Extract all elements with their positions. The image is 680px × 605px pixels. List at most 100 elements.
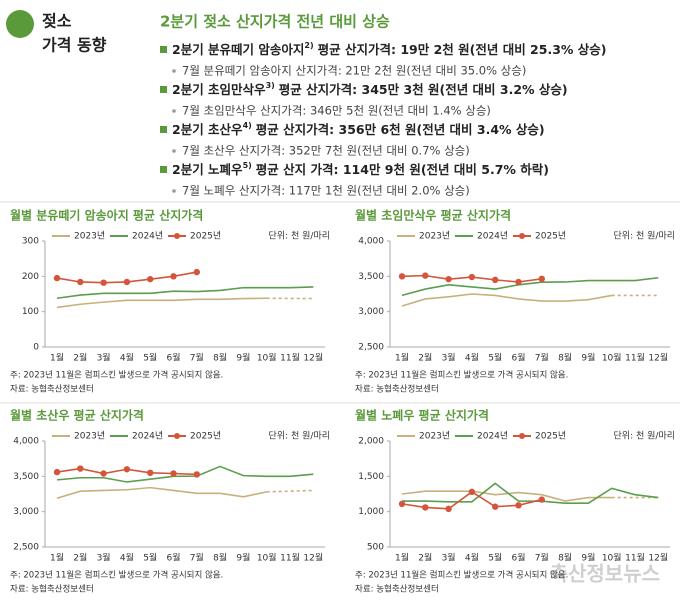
x-tick-label: 11월 <box>625 552 645 564</box>
x-tick-label: 5월 <box>143 552 157 564</box>
x-tick-label: 10월 <box>257 352 277 364</box>
legend-marker <box>174 233 180 239</box>
series-marker <box>538 275 545 283</box>
y-tick-label: 3,500 <box>13 472 39 482</box>
y-tick-label: 2,000 <box>358 437 384 447</box>
x-tick-label: 8월 <box>213 552 227 564</box>
x-tick-label: 11월 <box>625 352 645 364</box>
x-tick-label: 1월 <box>395 352 409 364</box>
series-marker <box>53 274 61 282</box>
series-marker <box>123 278 131 286</box>
x-tick-label: 2월 <box>73 552 87 564</box>
bullet-sup: 2) <box>304 41 313 50</box>
y-tick-label: 4,000 <box>13 437 39 447</box>
series-marker <box>147 469 154 476</box>
x-tick-label: 5월 <box>488 352 502 364</box>
section-title: 젖소 <box>42 12 72 31</box>
x-tick-label: 9월 <box>236 552 250 564</box>
series-marker <box>100 470 107 477</box>
x-tick-label: 11월 <box>280 352 300 364</box>
x-tick-label: 12월 <box>303 352 323 364</box>
y-tick-label: 4,000 <box>358 237 384 247</box>
x-tick-label: 9월 <box>581 352 595 364</box>
x-tick-label: 11월 <box>280 552 300 564</box>
x-tick-label: 1월 <box>50 552 64 564</box>
series-marker <box>123 466 131 473</box>
sub-dot <box>172 149 176 153</box>
x-tick-label: 10월 <box>602 552 622 564</box>
bullet-text: 2분기 초임만삭우 <box>172 82 266 97</box>
legend-marker <box>519 233 525 239</box>
section-icon <box>6 10 34 38</box>
x-tick-label: 7월 <box>535 552 549 564</box>
series-line <box>56 286 314 300</box>
series-marker <box>170 273 177 280</box>
x-tick-label: 6월 <box>166 552 180 564</box>
unit-label: 단위: 천 원/마리 <box>614 431 675 442</box>
x-tick-label: 7월 <box>535 352 549 364</box>
bullet-sup: 4) <box>243 121 252 130</box>
series-marker <box>422 272 429 279</box>
bullet-sup: 3) <box>266 81 275 90</box>
x-tick-label: 4월 <box>465 552 479 564</box>
bullet-text: 평균 산지가격: 356만 6천 원(전년 대비 3.4% 상승) <box>256 122 545 137</box>
legend-label: 2024년 <box>477 231 508 242</box>
legend-label: 2023년 <box>419 231 450 242</box>
bullet-text: 2분기 분유떼기 암송아지 <box>172 42 304 57</box>
x-tick-label: 9월 <box>236 352 250 364</box>
bullet-sub: 7월 노폐우 산지가격: 117만 1천 원(전년 대비 2.0% 상승) <box>182 184 470 198</box>
series-line <box>56 465 314 483</box>
x-tick-label: 12월 <box>303 552 323 564</box>
x-tick-label: 4월 <box>120 552 134 564</box>
x-tick-label: 2월 <box>73 352 87 364</box>
x-tick-label: 10월 <box>257 552 277 564</box>
legend-label: 2025년 <box>535 231 566 242</box>
series-line <box>401 276 659 297</box>
x-tick-label: 7월 <box>190 352 204 364</box>
x-tick-label: 6월 <box>166 352 180 364</box>
series-marker <box>445 505 452 513</box>
x-tick-label: 5월 <box>488 552 502 564</box>
x-tick-label: 4월 <box>465 352 479 364</box>
chart-source: 자료: 농협축산정보센터 <box>355 584 439 595</box>
series-marker <box>170 470 177 477</box>
x-tick-label: 10월 <box>602 352 622 364</box>
x-tick-label: 3월 <box>442 552 456 564</box>
x-tick-label: 12월 <box>648 352 668 364</box>
y-tick-label: 3,000 <box>358 307 384 317</box>
bullet-main: 2분기 초임만삭우3) 평균 산지가격: 345만 3천 원(전년 대비 3.2%… <box>172 81 568 97</box>
unit-label: 단위: 천 원/마리 <box>269 231 330 242</box>
bullet-text: 2분기 노폐우 <box>172 162 243 177</box>
x-tick-label: 8월 <box>213 352 227 364</box>
x-tick-label: 12월 <box>648 552 668 564</box>
series-marker <box>515 278 522 286</box>
legend-label: 2024년 <box>477 431 508 442</box>
x-tick-label: 1월 <box>395 552 409 564</box>
x-tick-label: 2월 <box>418 552 432 564</box>
y-tick-label: 2,500 <box>358 343 384 353</box>
x-tick-label: 4월 <box>120 352 134 364</box>
bullet-square <box>160 86 167 93</box>
series-line <box>56 297 267 309</box>
unit-label: 단위: 천 원/마리 <box>614 231 675 242</box>
chart-title: 월별 초산우 평균 산지가격 <box>10 408 144 423</box>
series-marker <box>445 275 452 283</box>
series-marker <box>492 276 499 284</box>
bullet-text: 평균 산지 가격: 114만 9천 원(전년 대비 5.7% 하락) <box>256 162 549 177</box>
sub-dot <box>172 69 176 73</box>
series-marker <box>77 278 84 286</box>
chart-title: 월별 초임만삭우 평균 산지가격 <box>355 208 511 223</box>
legend-label: 2024년 <box>132 231 163 242</box>
x-tick-label: 5월 <box>143 352 157 364</box>
bullet-sub: 7월 초임만삭우 산지가격: 346만 5천 원(전년 대비 1.4% 상승) <box>182 104 491 118</box>
series-marker <box>515 502 522 509</box>
x-tick-label: 6월 <box>511 552 525 564</box>
series-marker <box>77 465 84 472</box>
bullet-main: 2분기 초산우4) 평균 산지가격: 356만 6천 원(전년 대비 3.4% 상… <box>172 121 545 137</box>
y-tick-label: 100 <box>22 307 39 317</box>
bullet-text: 2분기 초산우 <box>172 122 243 137</box>
bullet-square <box>160 166 167 173</box>
header-title: 2분기 젖소 산지가격 전년 대비 상승 <box>160 13 390 31</box>
series-marker <box>398 273 406 280</box>
bullet-main: 2분기 노폐우5) 평균 산지 가격: 114만 9천 원(전년 대비 5.7% … <box>172 161 549 177</box>
